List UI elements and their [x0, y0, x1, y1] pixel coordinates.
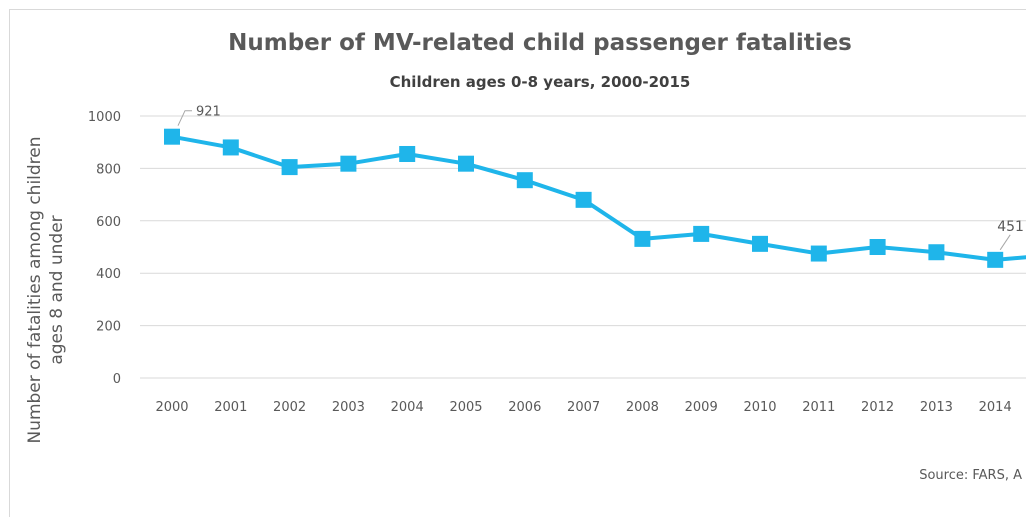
y-tick-label: 800 — [96, 162, 121, 177]
y-tick-label: 1000 — [88, 110, 121, 125]
data-label: 451 — [997, 219, 1024, 235]
data-point-2009 — [693, 225, 710, 242]
leader-line — [999, 234, 1011, 251]
data-point-2001 — [222, 139, 239, 156]
y-tick-label: 600 — [96, 215, 121, 230]
x-tick-label: 2013 — [920, 400, 953, 415]
data-point-2003 — [340, 155, 357, 172]
data-point-2005 — [458, 155, 474, 172]
x-tick-label: 2006 — [508, 400, 541, 415]
y-tick-label: 200 — [96, 320, 121, 335]
data-point-2014 — [987, 251, 1004, 268]
data-point-2010 — [752, 235, 768, 252]
data-label: 921 — [196, 105, 221, 120]
series-layer — [164, 128, 1026, 268]
source-note: Source: FARS, A — [919, 468, 1022, 483]
y-tick-label: 400 — [96, 267, 121, 282]
y-axis-ticks: 0 200 400 600 800 1000 — [88, 110, 121, 387]
leader-line — [177, 110, 192, 126]
x-tick-label: 2003 — [332, 400, 365, 415]
data-point-2013 — [928, 244, 945, 261]
x-tick-label: 2007 — [567, 400, 600, 415]
data-point-2006 — [516, 172, 533, 189]
data-labels: 921 451 — [177, 105, 1024, 251]
x-tick-label: 2001 — [214, 400, 247, 415]
data-point-2007 — [575, 191, 592, 208]
x-tick-label: 2005 — [449, 400, 482, 415]
x-tick-label: 2009 — [685, 400, 718, 415]
chart-subtitle: Children ages 0-8 years, 2000-2015 — [389, 73, 691, 91]
x-tick-label: 2002 — [273, 400, 306, 415]
y-tick-label: 0 — [113, 372, 121, 387]
data-label-group: 451 — [997, 219, 1024, 251]
data-point-2011 — [810, 245, 827, 262]
x-tick-label: 2000 — [155, 400, 188, 415]
data-label-group: 921 — [177, 105, 221, 126]
chart-border — [9, 9, 1026, 517]
x-tick-label: 2008 — [626, 400, 659, 415]
x-tick-label: 2011 — [802, 400, 835, 415]
x-tick-label: 2004 — [391, 400, 424, 415]
x-tick-label: 2010 — [743, 400, 776, 415]
x-axis-ticks: 2000 2001 2002 2003 2004 2005 2006 2007 2008 2009… — [155, 400, 1012, 415]
chart-title: Number of MV-related child passenger fat… — [228, 30, 852, 56]
data-point-2008 — [634, 230, 651, 247]
data-point-2002 — [281, 159, 298, 176]
data-point-2004 — [399, 145, 416, 162]
data-point-2012 — [869, 239, 886, 255]
x-tick-label: 2014 — [979, 400, 1012, 415]
x-tick-label: 2012 — [861, 400, 894, 415]
gridlines — [140, 115, 1026, 379]
series-line — [171, 134, 1026, 262]
data-point-2000 — [164, 128, 180, 145]
